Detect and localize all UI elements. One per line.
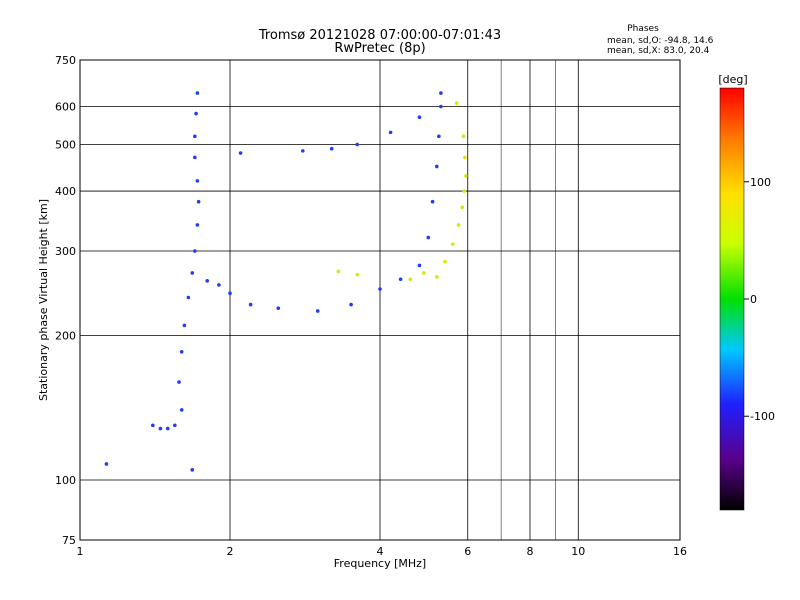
data-point: [336, 269, 341, 274]
data-point: [437, 134, 441, 139]
data-point: [426, 235, 431, 240]
data-point: [398, 277, 403, 282]
data-point: [182, 323, 187, 328]
data-point: [417, 263, 422, 268]
data-point: [454, 101, 459, 105]
data-point: [462, 189, 466, 193]
colorbar-tick-label: 100: [750, 176, 771, 189]
data-point: [439, 91, 443, 95]
data-point: [349, 302, 353, 307]
data-point: [228, 291, 232, 296]
y-tick-label: 600: [55, 101, 76, 114]
data-point: [177, 380, 181, 384]
colorbar-ticks: 100 0 -100: [744, 176, 775, 423]
x-tick-label: 4: [377, 545, 384, 558]
colorbar-tick-label: 0: [750, 293, 757, 306]
y-tick-label: 200: [55, 330, 76, 343]
data-point: [186, 295, 191, 300]
data-point: [195, 223, 200, 227]
x-tick-label: 16: [673, 545, 687, 558]
data-point: [434, 164, 439, 169]
data-point: [179, 408, 184, 412]
data-point: [193, 249, 197, 253]
grid-lines: [80, 60, 680, 540]
data-point: [165, 426, 170, 431]
data-point: [461, 134, 466, 139]
y-axis-ticks: 75 100 200 300 400 500 600 750: [55, 54, 76, 547]
x-tick-label: 6: [464, 545, 471, 558]
data-point: [417, 115, 422, 120]
y-tick-label: 500: [55, 139, 76, 152]
data-point: [355, 142, 359, 147]
stats-heading: Phases: [627, 24, 659, 34]
data-point: [463, 155, 467, 160]
x-tick-label: 8: [527, 545, 534, 558]
colorbar: [719, 87, 745, 511]
y-tick-label: 400: [55, 185, 76, 198]
data-point: [151, 423, 155, 428]
data-point: [430, 199, 435, 204]
y-tick-label: 300: [55, 245, 76, 258]
data-point: [173, 423, 177, 428]
data-point: [422, 271, 426, 275]
data-point: [248, 302, 253, 307]
stats-x-line: mean, sd,X: 83.0, 20.4: [607, 46, 710, 56]
data-point: [434, 275, 439, 279]
data-point: [460, 205, 465, 210]
data-point: [456, 223, 461, 227]
data-point: [378, 287, 382, 291]
data-point: [196, 199, 201, 204]
y-tick-label: 750: [55, 54, 76, 67]
x-tick-label: 1: [77, 545, 84, 558]
data-point: [443, 259, 447, 264]
data-point: [205, 279, 209, 283]
x-tick-label: 2: [227, 545, 234, 558]
data-point: [194, 111, 198, 116]
data-point: [190, 468, 195, 472]
plot-frame: [79, 59, 681, 541]
data-point: [451, 242, 455, 246]
data-point: [104, 462, 109, 466]
x-axis-label: Frequency [MHz]: [334, 557, 426, 570]
data-point: [217, 283, 221, 287]
y-axis-label: Stationary phase Virtual Height [km]: [37, 199, 50, 401]
data-point: [276, 306, 281, 311]
data-point: [179, 349, 184, 354]
data-point: [408, 277, 413, 282]
colorbar-label: [deg]: [718, 73, 747, 86]
x-tick-label: 10: [571, 545, 585, 558]
data-point: [195, 179, 200, 183]
data-point: [388, 130, 393, 135]
data-point: [315, 309, 320, 313]
data-point: [464, 174, 468, 178]
data-point: [301, 149, 305, 153]
data-point: [193, 134, 197, 139]
data-point: [193, 155, 197, 160]
chart-subtitle: RwPretec (8p): [334, 41, 425, 56]
colorbar-tick-label: -100: [750, 410, 775, 423]
chart-title: Tromsø 20121028 07:00:00-07:01:43: [258, 28, 501, 43]
data-point: [329, 146, 334, 151]
y-tick-label: 100: [55, 474, 76, 487]
x-axis-ticks: 1 2 4 6 8 10 16: [77, 545, 688, 558]
y-tick-label: 75: [62, 534, 76, 547]
data-point: [190, 271, 195, 275]
scatter-points: [104, 91, 468, 472]
data-point: [355, 272, 359, 277]
data-point: [158, 426, 163, 431]
data-point: [238, 151, 243, 155]
stats-o-line: mean, sd,O: -94.8, 14.6: [607, 36, 714, 46]
data-point: [195, 91, 200, 95]
data-point: [439, 104, 443, 109]
